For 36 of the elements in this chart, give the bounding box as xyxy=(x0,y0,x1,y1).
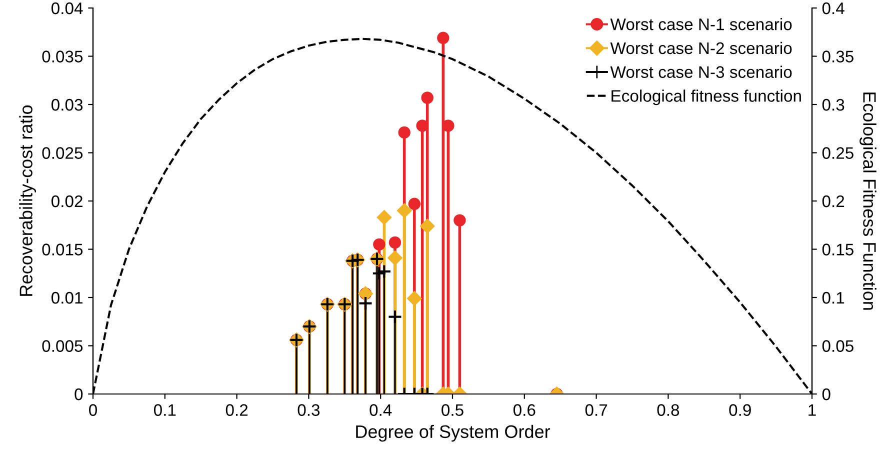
y2-tick-label: 0.25 xyxy=(822,147,854,159)
x-tick-label: 0.2 xyxy=(226,404,248,416)
y2-tick-label: 0.15 xyxy=(822,244,854,256)
y-tick-label: 0.03 xyxy=(51,98,83,111)
legend-label: Worst case N-2 scenario xyxy=(610,42,792,54)
y2-tick-label: 0.35 xyxy=(822,50,854,62)
x-tick-label: 0.1 xyxy=(154,404,176,416)
x-tick-label: 1 xyxy=(808,404,816,416)
x-tick-label: 0.8 xyxy=(657,404,680,416)
y2-axis-title: Ecological Fitness Function xyxy=(860,92,876,310)
y2-tick-label: 0 xyxy=(822,388,830,400)
x-tick-label: 0.7 xyxy=(585,404,608,416)
y-tick-label: 0.035 xyxy=(42,50,83,62)
x-tick-label: 0 xyxy=(89,404,97,416)
x-tick-label: 0.9 xyxy=(729,404,751,416)
y2-tick-label: 0.3 xyxy=(822,98,844,111)
y-tick-label: 0.025 xyxy=(42,147,83,159)
y2-tick-label: 0.2 xyxy=(822,195,844,208)
legend-label: Worst case N-3 scenario xyxy=(610,66,792,78)
x-tick-label: 0.3 xyxy=(298,404,320,416)
y-axis-title: Recoverability-cost ratio xyxy=(19,105,36,296)
x-axis-title: Degree of System Order xyxy=(356,424,550,442)
y2-tick-label: 0.1 xyxy=(822,292,844,304)
y-tick-label: 0.04 xyxy=(51,2,83,14)
y-tick-label: 0 xyxy=(74,388,83,400)
y-tick-label: 0.01 xyxy=(51,292,82,304)
legend-label: Worst case N-1 scenario xyxy=(610,18,792,30)
y-tick-label: 0.02 xyxy=(51,195,82,208)
y-tick-label: 0.015 xyxy=(42,244,83,256)
legend-label: Ecological fitness function xyxy=(612,90,801,106)
y2-tick-label: 0.4 xyxy=(822,2,844,14)
y2-tick-label: 0.05 xyxy=(822,340,854,352)
x-tick-label: 0.4 xyxy=(370,404,392,416)
x-tick-label: 0.5 xyxy=(442,404,464,416)
x-tick-label: 0.6 xyxy=(513,404,536,416)
y-tick-label: 0.005 xyxy=(42,340,83,352)
